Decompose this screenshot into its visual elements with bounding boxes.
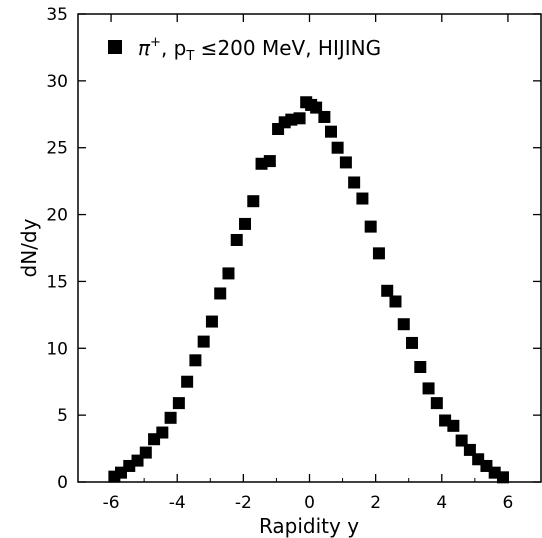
data-point: [205, 315, 218, 328]
data-point: [214, 287, 227, 300]
data-point: [381, 284, 394, 297]
data-point: [455, 434, 468, 447]
data-point: [164, 411, 177, 424]
legend-cut-text: ≤200 MeV, HIJING: [194, 36, 381, 60]
legend-p: p: [174, 36, 187, 60]
data-point: [422, 382, 435, 395]
data-point: [331, 141, 344, 154]
data-point: [397, 318, 410, 331]
data-point: [318, 110, 331, 123]
data-points: [108, 96, 509, 484]
y-tick-label: 25: [46, 139, 68, 159]
legend-pi-charge: +: [150, 35, 161, 50]
x-tick-label: -2: [235, 493, 252, 513]
data-point: [197, 335, 210, 348]
data-point: [293, 112, 306, 125]
x-tick-label: 4: [436, 493, 447, 513]
x-tick-label: -4: [169, 493, 186, 513]
y-tick-label: 0: [57, 473, 68, 493]
legend-comma: ,: [161, 36, 174, 60]
y-tick-label: 20: [46, 206, 68, 226]
ticks: [78, 13, 541, 483]
data-point: [496, 471, 509, 484]
y-tick-label: 30: [46, 72, 68, 92]
x-tick-label: -6: [103, 493, 120, 513]
data-point: [430, 397, 443, 410]
x-axis-label: Rapidity y: [259, 514, 359, 538]
legend-marker: [108, 40, 122, 54]
y-axis-label: dN/dy: [17, 218, 41, 277]
data-point: [447, 419, 460, 432]
data-point: [230, 233, 243, 246]
data-point: [189, 354, 202, 367]
legend-subscript-t: T: [185, 49, 194, 64]
data-point: [339, 156, 352, 169]
data-point: [247, 195, 260, 208]
data-point: [310, 101, 323, 114]
data-point: [181, 375, 194, 388]
y-tick-label: 35: [46, 5, 68, 25]
data-point: [172, 397, 185, 410]
data-point: [324, 125, 337, 138]
y-tick-label: 10: [46, 339, 68, 359]
x-tick-label: 0: [304, 493, 315, 513]
data-point: [414, 361, 427, 374]
data-point: [222, 267, 235, 280]
legend-pi-symbol: π: [138, 36, 151, 60]
x-tick-label: 2: [370, 493, 381, 513]
data-point: [278, 116, 291, 129]
plot-frame: [77, 13, 542, 483]
legend-text: π+, pT ≤200 MeV, HIJING: [138, 35, 381, 64]
tick-labels: -6 -4 -2 0 2 4 6 0 5 10 15 20 25 30 35: [46, 5, 513, 513]
x-tick-label: 6: [503, 493, 514, 513]
data-point: [156, 426, 169, 439]
data-point: [389, 295, 402, 308]
y-tick-label: 5: [57, 406, 68, 426]
data-point: [372, 247, 385, 260]
data-point: [463, 443, 476, 456]
data-point: [263, 155, 276, 168]
data-point: [356, 192, 369, 205]
data-point: [139, 446, 152, 459]
data-point: [364, 220, 377, 233]
data-point: [406, 336, 419, 349]
y-tick-label: 15: [46, 272, 68, 292]
plot-area: -6 -4 -2 0 2 4 6 0 5 10 15 20 25 30 35: [46, 5, 542, 513]
legend: π+, pT ≤200 MeV, HIJING: [108, 35, 381, 64]
data-point: [348, 176, 361, 189]
data-point: [239, 217, 252, 230]
